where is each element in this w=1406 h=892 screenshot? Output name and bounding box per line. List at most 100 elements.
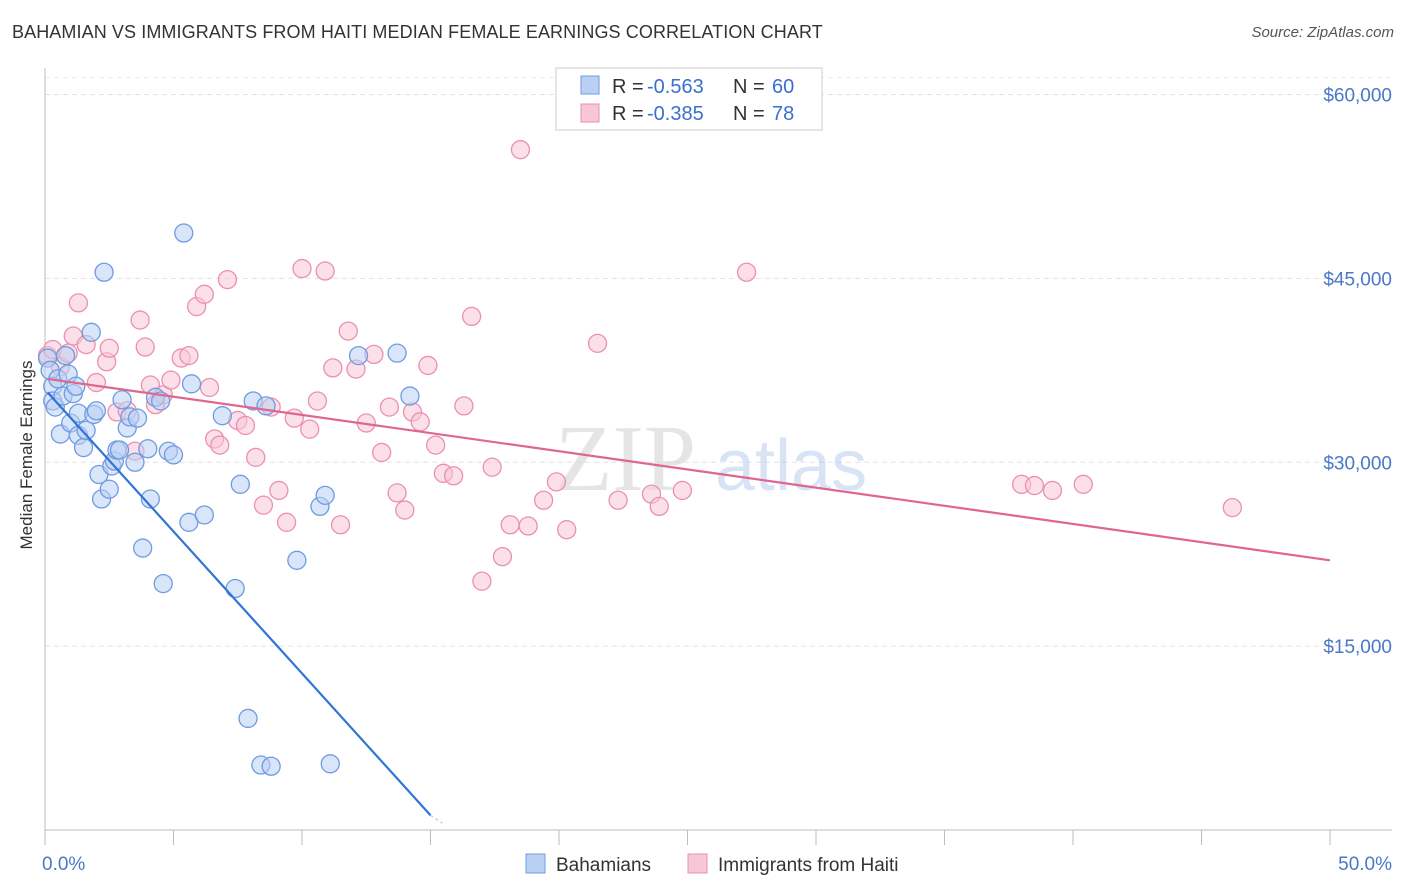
y-tick-label: $15,000 xyxy=(1323,637,1392,658)
haiti-point xyxy=(235,415,256,436)
legend-r-label-1: R = xyxy=(612,76,644,98)
haiti-point xyxy=(387,483,407,503)
bahamians-point xyxy=(181,374,202,394)
haiti-point xyxy=(246,447,266,468)
bottom-legend: Bahamians Immigrants from Haiti xyxy=(525,853,899,876)
bahamians-point xyxy=(133,538,153,558)
haiti-point xyxy=(330,515,351,535)
gridlines xyxy=(45,77,1392,647)
haiti-trend-line xyxy=(47,377,1331,562)
haiti-point xyxy=(482,457,502,477)
haiti-point xyxy=(86,372,107,393)
bahamians-point xyxy=(287,550,307,570)
haiti-point xyxy=(500,515,520,535)
haiti-point xyxy=(443,466,464,486)
bahamians-point xyxy=(315,485,335,506)
haiti-point xyxy=(418,355,438,376)
haiti-point xyxy=(379,397,400,417)
y-tick-label: $30,000 xyxy=(1323,453,1392,474)
haiti-point xyxy=(510,140,531,160)
haiti-point xyxy=(1222,497,1242,518)
haiti-point xyxy=(1024,475,1045,496)
haiti-point xyxy=(130,310,150,330)
haiti-point xyxy=(557,520,577,540)
haiti-point xyxy=(492,546,513,567)
watermark-atlas: atlas xyxy=(715,426,867,506)
y-tick-label: $45,000 xyxy=(1323,269,1392,290)
haiti-point xyxy=(425,435,446,455)
y-tick-label: $60,000 xyxy=(1323,86,1392,107)
bahamians-point xyxy=(125,452,145,472)
bahamians-point xyxy=(66,376,86,396)
haiti-point xyxy=(135,337,155,357)
bahamians-point xyxy=(86,401,107,421)
haiti-point xyxy=(395,500,415,520)
bahamians-point xyxy=(320,754,340,774)
legend-swatch-haiti xyxy=(580,103,600,123)
axes xyxy=(44,68,1392,845)
legend-box xyxy=(555,67,823,131)
bahamians-point xyxy=(179,512,199,532)
y-axis-label: Median Female Earnings xyxy=(17,361,36,550)
x-tick-label-max: 50.0% xyxy=(1338,854,1392,875)
haiti-point xyxy=(179,345,199,366)
legend-r-value-2: -0.385 xyxy=(647,103,704,125)
haiti-point xyxy=(315,261,335,281)
haiti-point xyxy=(649,496,669,517)
haiti-point xyxy=(292,258,312,279)
bahamians-point xyxy=(76,420,96,441)
x-tick-label-min: 0.0% xyxy=(42,854,85,875)
bahamians-point xyxy=(400,386,420,406)
bahamians-point xyxy=(109,440,130,460)
bahamians-point xyxy=(112,390,132,410)
chart-title: BAHAMIAN VS IMMIGRANTS FROM HAITI MEDIAN… xyxy=(12,22,823,42)
haiti-point xyxy=(300,419,320,439)
legend-n-label-2: N = xyxy=(733,103,765,125)
haiti-point xyxy=(454,396,474,416)
legend-r-label-2: R = xyxy=(612,103,644,125)
bahamians-point xyxy=(225,578,245,599)
bahamians-point xyxy=(127,408,148,428)
haiti-point xyxy=(587,333,608,354)
tick-labels: $15,000 $30,000 $45,000 $60,000 0.0% 50.0% xyxy=(42,86,1392,875)
haiti-point xyxy=(307,391,328,411)
haiti-point xyxy=(253,495,274,515)
haiti-point xyxy=(217,269,238,290)
legend-n-value-2: 78 xyxy=(772,103,794,125)
haiti-point xyxy=(372,442,392,463)
legend-n-label-1: N = xyxy=(733,76,765,98)
haiti-point xyxy=(68,293,89,313)
series-bahamians-points xyxy=(37,223,420,776)
haiti-point xyxy=(461,306,482,327)
bahamians-point xyxy=(163,445,184,465)
haiti-point xyxy=(518,516,538,536)
bahamians-point xyxy=(238,708,258,729)
source-label: Source: ZipAtlas.com xyxy=(1251,24,1394,41)
bahamians-point xyxy=(194,505,214,525)
haiti-point xyxy=(276,512,297,532)
bahamians-point xyxy=(212,406,232,426)
bahamians-point xyxy=(73,437,94,458)
bahamians-point xyxy=(261,756,281,776)
legend-r-value-1: -0.563 xyxy=(647,76,704,98)
watermark-zip: ZIP xyxy=(555,407,696,511)
bahamians-point xyxy=(99,479,119,499)
bahamians-point xyxy=(387,343,407,363)
haiti-point xyxy=(736,262,757,282)
haiti-point xyxy=(672,480,693,501)
legend: R = -0.563 N = 60 R = -0.385 N = 78 xyxy=(555,67,823,131)
haiti-point xyxy=(472,571,492,591)
haiti-point xyxy=(323,358,343,378)
bahamians-point xyxy=(256,396,276,416)
bahamians-trend-line xyxy=(46,391,432,817)
haiti-point xyxy=(194,284,214,304)
bahamians-point xyxy=(94,262,114,282)
haiti-point xyxy=(1042,480,1063,501)
haiti-point xyxy=(533,490,554,510)
haiti-point xyxy=(161,370,181,390)
haiti-point xyxy=(608,490,628,510)
bottom-legend-label-bahamians: Bahamians xyxy=(556,855,651,876)
bahamians-trend-extension xyxy=(430,814,443,824)
haiti-point xyxy=(338,321,358,341)
